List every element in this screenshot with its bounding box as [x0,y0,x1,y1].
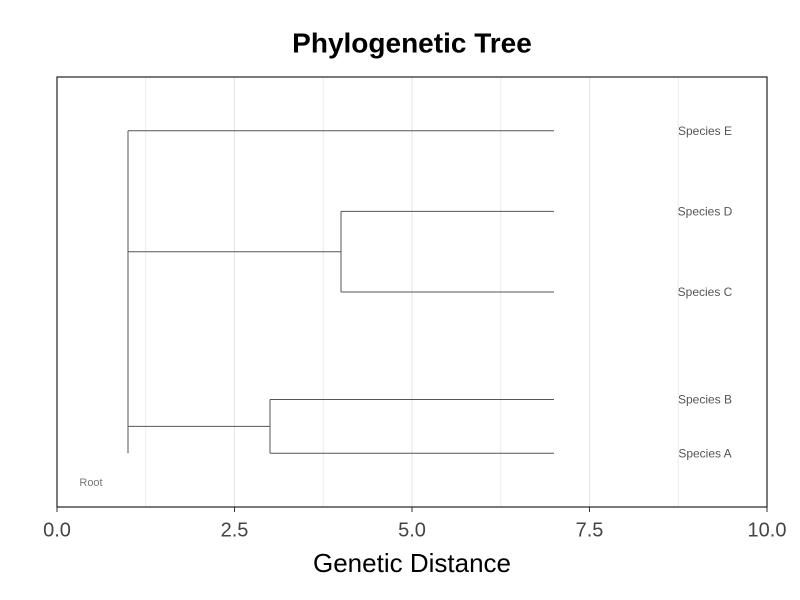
leaf-label: Species B [678,393,732,407]
x-tick-label: 2.5 [221,519,249,541]
root-label: Root [79,477,102,489]
x-axis-label: Genetic Distance [313,548,511,578]
leaf-label: Species E [678,124,732,138]
plot-frame [56,76,768,508]
chart-title: Phylogenetic Tree [292,27,532,58]
leaf-label: Species C [678,285,733,299]
leaf-label: Species D [678,205,733,219]
leaf-label: Species A [678,446,731,460]
x-tick-label: 5.0 [398,519,426,541]
x-tick-label: 7.5 [576,519,604,541]
x-tick-label: 10.0 [748,519,787,541]
x-tick-label: 0.0 [43,519,71,541]
